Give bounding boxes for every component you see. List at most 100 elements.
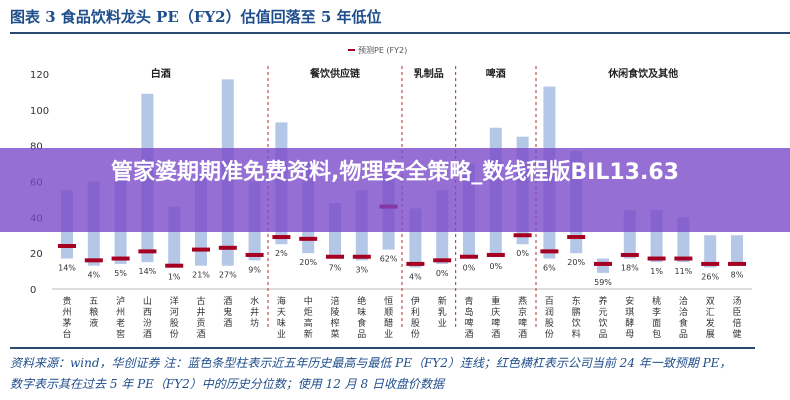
x-tick-label: 炬 <box>304 306 313 318</box>
x-tick-label: 高 <box>304 317 313 329</box>
x-tick-label: 料 <box>572 328 581 340</box>
y-tick-label: 100 <box>30 106 49 117</box>
x-tick-label: 股 <box>545 318 554 329</box>
current-pe-marker <box>674 256 693 261</box>
percentile-label: 0% <box>436 269 449 278</box>
x-tick-label: 业 <box>277 329 286 340</box>
x-tick-label: 洋 <box>170 295 179 307</box>
x-tick-label: 新 <box>304 328 313 340</box>
x-tick-label: 西 <box>143 307 152 318</box>
percentile-label: 8% <box>731 271 744 280</box>
x-tick-label: 份 <box>411 328 420 340</box>
current-pe-marker <box>486 252 505 257</box>
percentile-label: 6% <box>543 264 556 273</box>
current-pe-marker <box>245 252 264 257</box>
current-pe-marker <box>299 236 318 241</box>
current-pe-marker <box>567 235 586 240</box>
x-tick-label: 井 <box>196 306 205 318</box>
percentile-label: 20% <box>299 258 317 267</box>
current-pe-marker <box>728 261 746 266</box>
x-tick-label: 中 <box>304 295 313 307</box>
percentile-label: 0% <box>489 262 502 271</box>
current-pe-marker <box>513 233 532 238</box>
percentile-label: 20% <box>567 258 585 267</box>
x-tick-label: 饮 <box>572 317 581 329</box>
x-tick-label: 桃 <box>652 295 661 307</box>
current-pe-marker <box>406 261 425 266</box>
x-tick-label: 品 <box>357 329 366 340</box>
current-pe-marker <box>138 249 157 254</box>
x-tick-label: 乳 <box>438 306 447 318</box>
x-tick-label: 重 <box>491 295 500 307</box>
x-tick-label: 包 <box>652 328 661 340</box>
group-label: 乳制品 <box>414 67 444 80</box>
x-tick-label: 台 <box>62 328 71 340</box>
percentile-label: 5% <box>114 269 127 278</box>
percentile-label: 0% <box>516 249 529 258</box>
x-tick-label: 陵 <box>330 307 339 318</box>
current-pe-marker <box>192 247 210 252</box>
percentile-label: 4% <box>409 273 422 282</box>
x-tick-label: 鹏 <box>572 306 581 318</box>
x-tick-label: 涪 <box>330 295 339 307</box>
percentile-label: 4% <box>87 271 100 280</box>
x-tick-label: 饮 <box>598 317 607 329</box>
x-tick-label: 顺 <box>384 307 393 318</box>
x-tick-label: 伊 <box>411 295 420 307</box>
percentile-label: 27% <box>219 271 237 280</box>
x-tick-label: 母 <box>625 329 634 340</box>
x-tick-label: 山 <box>143 296 152 307</box>
x-tick-label: 鬼 <box>223 306 232 318</box>
x-tick-label: 恒 <box>384 295 393 307</box>
x-tick-label: 燕 <box>518 295 527 307</box>
y-tick-label: 0 <box>30 285 36 296</box>
y-tick-label: 20 <box>30 249 43 260</box>
percentile-label: 0% <box>463 264 476 273</box>
current-pe-marker <box>218 245 237 250</box>
x-tick-label: 天 <box>277 308 286 318</box>
x-tick-label: 股 <box>170 318 179 329</box>
chart-title: 图表 3 食品饮料龙头 PE（FY2）估值回落至 5 年低位 <box>10 8 382 26</box>
x-tick-label: 菜 <box>330 328 339 340</box>
percentile-label: 26% <box>701 273 719 282</box>
x-tick-label: 酒 <box>464 329 473 340</box>
group-label: 餐饮供应链 <box>309 67 361 80</box>
x-tick-label: 茅 <box>62 318 71 329</box>
x-tick-label: 酒 <box>143 329 152 340</box>
x-tick-label: 臣 <box>732 307 741 318</box>
x-tick-label: 酒 <box>518 329 527 340</box>
x-tick-label: 啤 <box>491 317 500 329</box>
footer-divider <box>10 347 755 349</box>
current-pe-marker <box>460 254 478 259</box>
percentile-label: 1% <box>650 267 663 276</box>
x-tick-label: 业 <box>384 329 393 340</box>
y-tick-label: 80 <box>30 142 43 153</box>
x-tick-label: 倍 <box>732 317 741 329</box>
x-tick-label: 酒 <box>491 329 500 340</box>
x-tick-label: 醋 <box>384 317 393 329</box>
x-tick-label: 汾 <box>143 318 152 329</box>
y-tick-label: 120 <box>30 70 49 81</box>
percentile-label: 9% <box>248 265 261 274</box>
x-tick-label: 份 <box>545 328 554 340</box>
x-tick-label: 河 <box>170 306 179 318</box>
current-pe-marker <box>111 256 130 261</box>
x-tick-label: 新 <box>438 295 447 307</box>
percentile-label: 1% <box>168 273 181 282</box>
x-tick-label: 州 <box>116 307 125 318</box>
group-label: 休闲食饮及其他 <box>607 67 678 80</box>
range-bar <box>731 235 743 266</box>
x-tick-label: 古 <box>196 295 205 307</box>
x-tick-label: 坊 <box>250 317 259 329</box>
x-tick-label: 琪 <box>625 306 634 318</box>
current-pe-marker <box>326 254 344 259</box>
x-tick-label: 品 <box>679 329 688 340</box>
current-pe-marker <box>84 258 103 263</box>
source-note-line2: 数字表示其在过去 5 年 PE（FY2）中的历史分位数；使用 12 月 8 日收… <box>10 377 444 391</box>
x-tick-label: 李 <box>652 306 661 318</box>
x-tick-label: 百 <box>545 296 554 307</box>
x-tick-label: 味 <box>277 317 286 329</box>
title-divider <box>10 32 790 34</box>
x-tick-label: 食 <box>357 317 366 329</box>
